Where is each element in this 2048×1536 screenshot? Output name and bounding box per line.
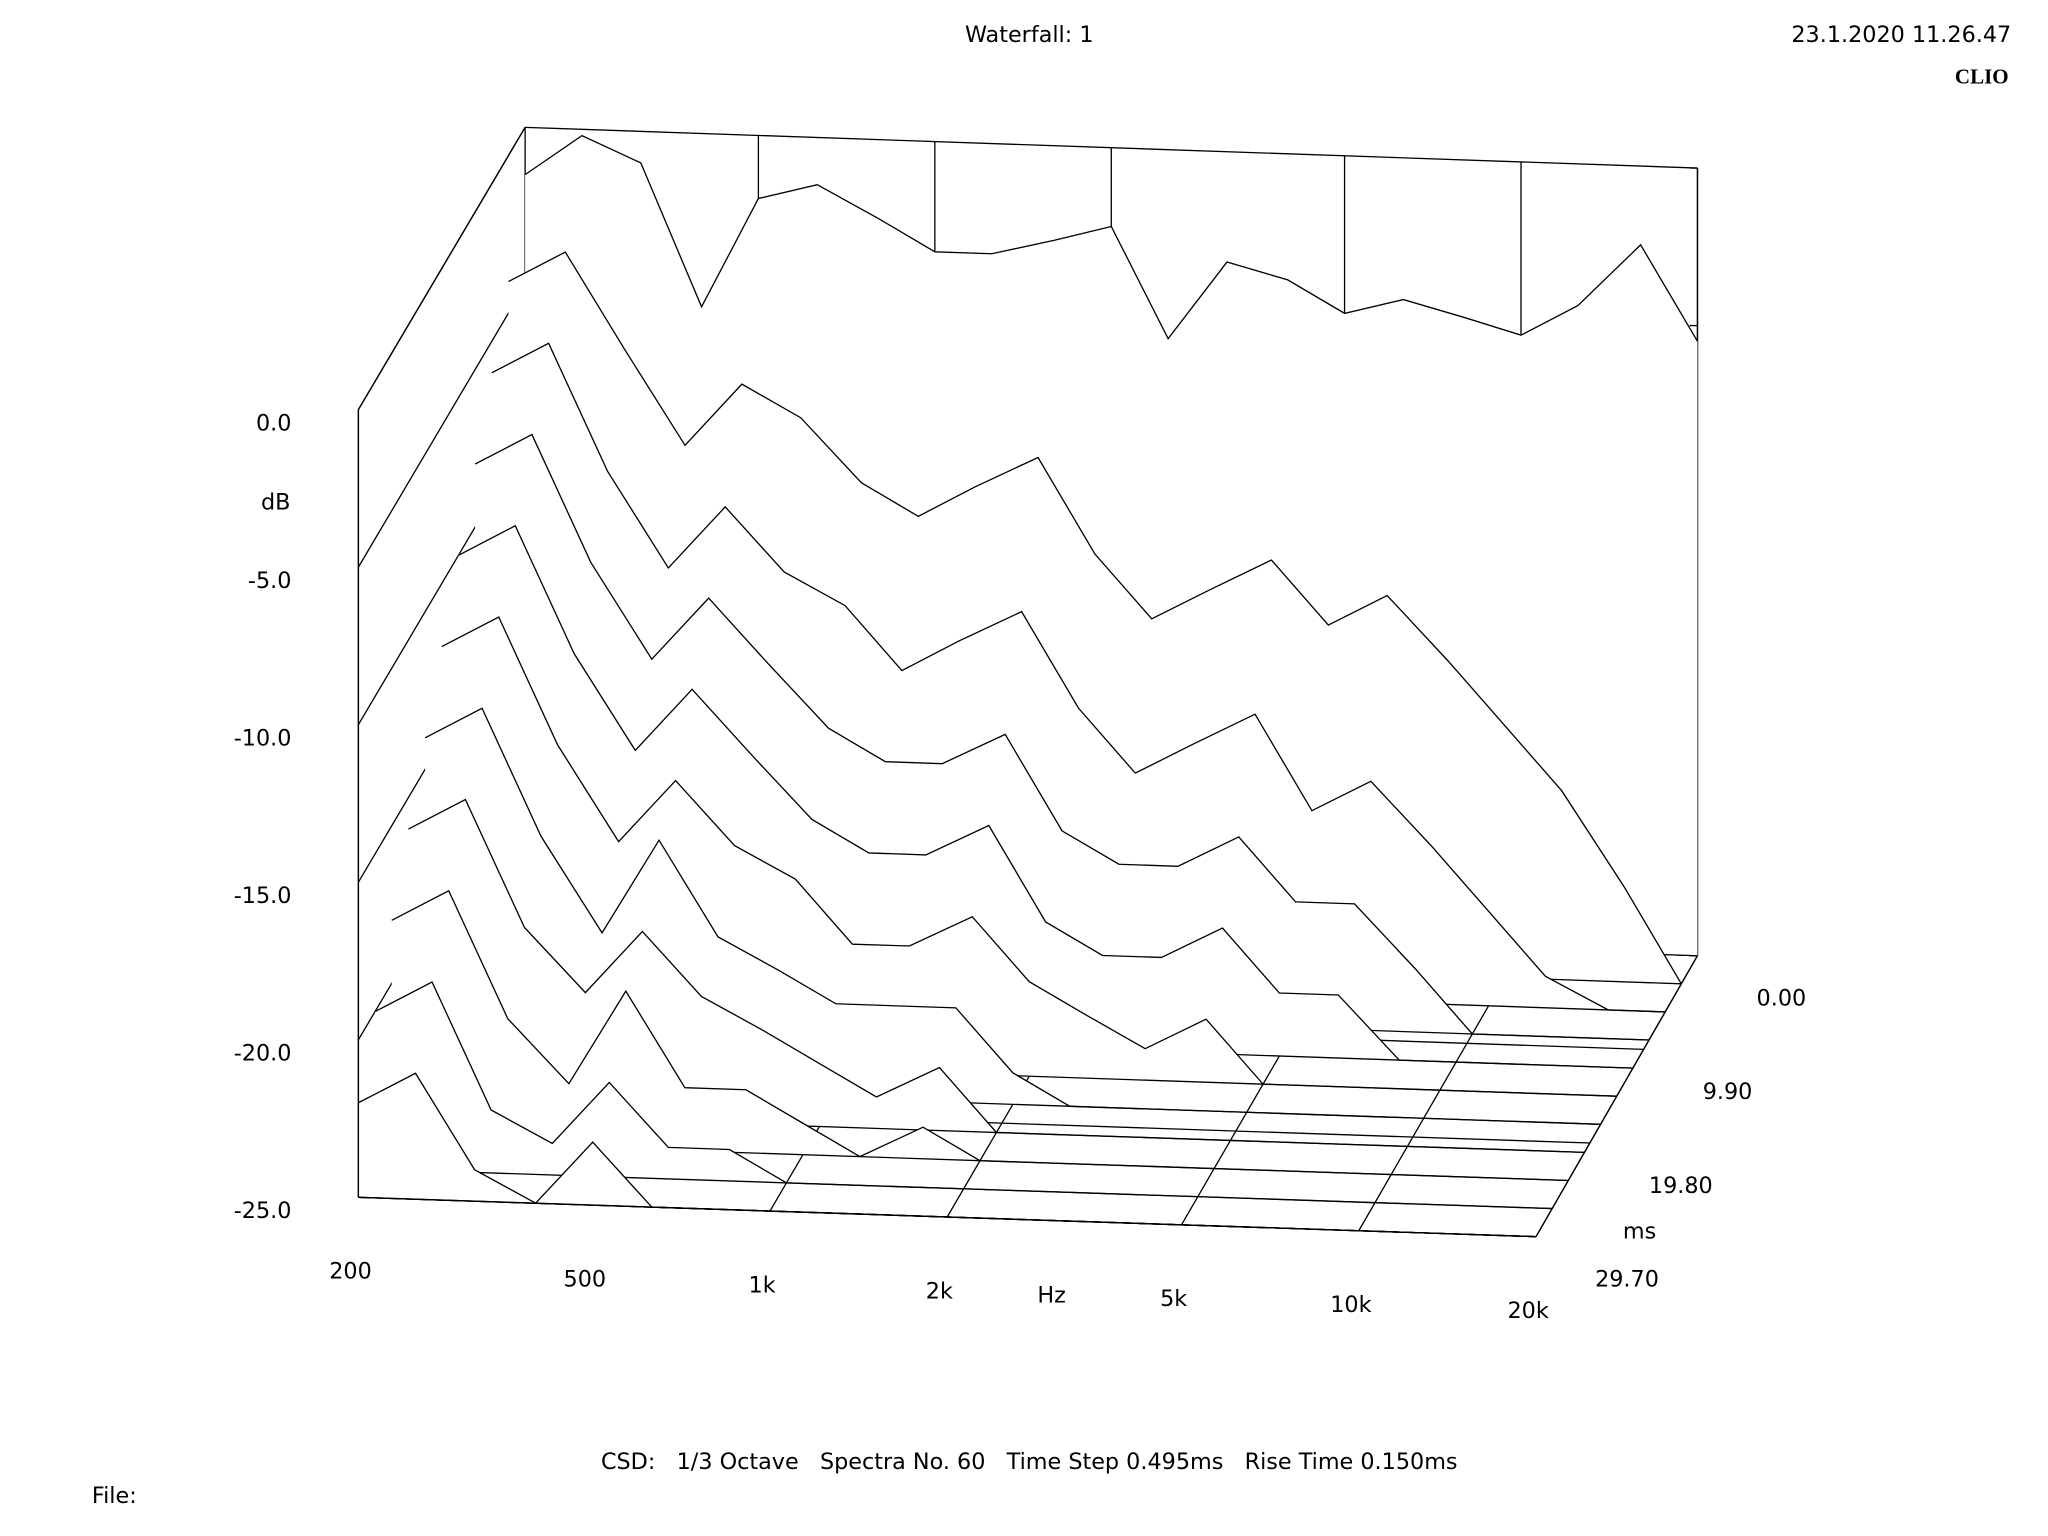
- y-tick-label: 0.0: [256, 411, 291, 437]
- x-tick-label: 2k: [926, 1278, 953, 1304]
- z-tick-label: 0.00: [1757, 986, 1807, 1012]
- x-tick-label: 500: [564, 1266, 607, 1292]
- x-axis-label: Hz: [1037, 1282, 1065, 1308]
- spectrum-fill: [391, 890, 1569, 1181]
- spectrum-fill: [375, 981, 1553, 1209]
- y-tick-label: -5.0: [248, 568, 292, 594]
- timestamp: 23.1.2020 11.26.47: [1791, 22, 2011, 48]
- y-axis-label: dB: [261, 489, 290, 515]
- x-tick-label: 200: [329, 1259, 372, 1285]
- brand: CLIO: [1955, 65, 2009, 89]
- x-tick-label: 10k: [1330, 1292, 1371, 1318]
- y-tick-label: -20.0: [234, 1041, 292, 1067]
- z-tick-label: 29.70: [1595, 1267, 1659, 1293]
- z-axis-label: ms: [1623, 1219, 1656, 1245]
- z-tick-label: 19.80: [1649, 1173, 1713, 1199]
- spectrum-line: [474, 433, 1650, 1041]
- x-tick-label: 20k: [1507, 1298, 1548, 1324]
- footer-info: CSD: 1/3 Octave Spectra No. 60 Time Step…: [601, 1449, 1458, 1475]
- x-tick-label: 1k: [749, 1272, 776, 1298]
- spectrum-fill: [358, 1073, 1536, 1237]
- spectrum-fill: [408, 799, 1585, 1153]
- y-grid-line: [357, 127, 526, 410]
- y-tick-label: -10.0: [234, 726, 292, 752]
- file-label: File:: [92, 1483, 137, 1509]
- spectrum-line: [491, 342, 1666, 1013]
- y-tick-label: -15.0: [234, 883, 292, 909]
- y-tick-label: -25.0: [234, 1198, 292, 1224]
- spectrum-line: [508, 251, 1682, 985]
- x-tick-label: 5k: [1160, 1286, 1187, 1312]
- spectrum-line: [524, 134, 1699, 342]
- chart-title: Waterfall: 1: [965, 22, 1094, 48]
- front-floor-edge: [358, 1196, 1537, 1238]
- plot: [357, 126, 1699, 1238]
- y-grid-line: [357, 284, 526, 568]
- z-tick-label: 9.90: [1703, 1079, 1753, 1105]
